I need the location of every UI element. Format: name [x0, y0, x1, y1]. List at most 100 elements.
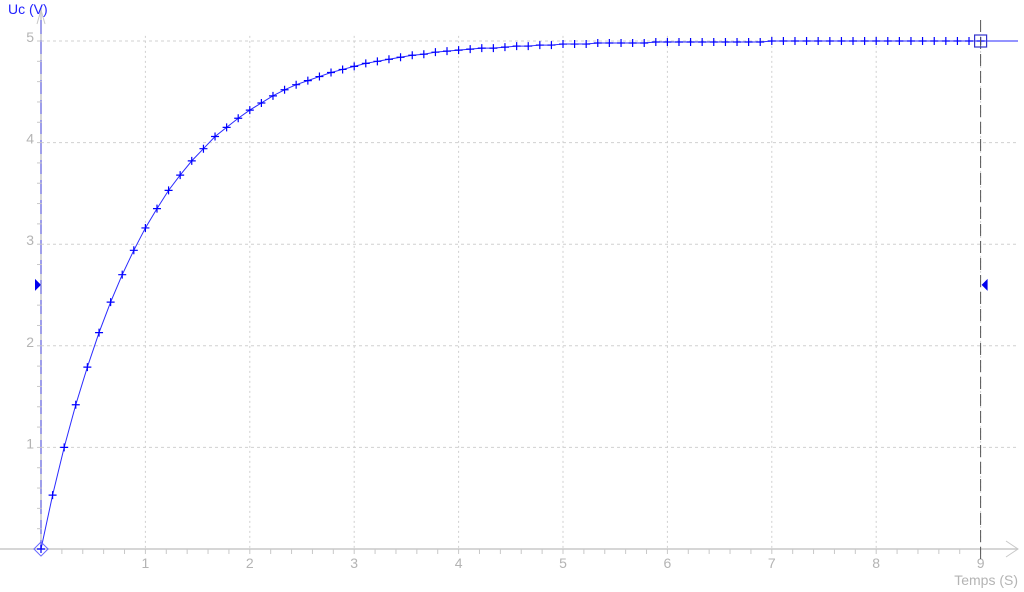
tick-labels: 1 2 3 4 5 6 7 8 9 1 2 3 4 5	[26, 29, 984, 571]
data-point	[663, 38, 672, 47]
data-point	[895, 37, 904, 45]
data-point	[327, 68, 336, 77]
data-point	[37, 545, 45, 553]
data-point	[767, 37, 776, 45]
data-point	[315, 72, 324, 81]
data-point	[779, 37, 788, 45]
data-point	[118, 270, 127, 279]
data-point	[837, 37, 846, 45]
series-line	[40, 40, 1018, 550]
x-axis-arrow-icon	[1005, 540, 1019, 558]
data-point	[419, 50, 428, 59]
data-point	[199, 144, 208, 153]
data-point	[280, 85, 289, 94]
left-level-marker-icon[interactable]	[35, 278, 41, 291]
data-point	[582, 40, 591, 49]
data-point	[83, 363, 92, 372]
data-point	[605, 39, 614, 48]
data-point	[849, 37, 858, 45]
data-point	[686, 38, 695, 47]
data-point	[512, 42, 521, 51]
data-point	[257, 98, 266, 107]
data-point	[906, 37, 915, 45]
data-point	[466, 45, 475, 54]
y-axis-label: Uc (V)	[8, 1, 48, 17]
data-point	[361, 59, 370, 68]
data-point	[535, 41, 544, 50]
data-point	[721, 38, 730, 47]
x-tick-label: 1	[142, 555, 150, 571]
y-tick-label: 1	[26, 435, 34, 451]
y-tick-label: 4	[26, 131, 34, 147]
data-point	[164, 186, 173, 195]
data-point	[698, 38, 707, 47]
data-point	[187, 156, 196, 165]
data-point	[651, 38, 660, 47]
cursor-square-icon[interactable]	[973, 34, 988, 48]
x-tick-label: 3	[350, 555, 358, 571]
data-point	[883, 37, 892, 45]
y-tick-label: 3	[26, 232, 34, 248]
data-point	[825, 37, 834, 45]
data-point	[152, 204, 161, 213]
data-point	[245, 106, 254, 115]
data-point	[396, 53, 405, 62]
x-tick-label: 7	[768, 555, 776, 571]
x-tick-label: 9	[977, 555, 985, 571]
data-point	[628, 39, 637, 48]
data-point	[106, 298, 115, 307]
series	[33, 37, 1018, 557]
data-point	[234, 114, 243, 123]
data-point	[431, 48, 440, 57]
data-point	[790, 37, 799, 45]
x-tick-label: 5	[559, 555, 567, 571]
cursors	[35, 20, 988, 561]
data-point	[268, 91, 277, 100]
data-point	[292, 80, 301, 89]
data-point	[338, 65, 347, 74]
data-point	[918, 37, 927, 45]
x-tick-label: 8	[872, 555, 880, 571]
data-point	[384, 55, 393, 64]
origin-marker-icon	[33, 541, 49, 557]
data-point	[489, 44, 498, 53]
data-point	[965, 37, 974, 45]
data-point	[744, 38, 753, 47]
data-point	[176, 171, 185, 180]
data-point	[709, 38, 718, 47]
data-point	[930, 37, 939, 45]
y-tick-label: 2	[26, 334, 34, 350]
data-point	[593, 39, 602, 48]
data-point	[860, 37, 869, 45]
x-tick-label: 2	[246, 555, 254, 571]
data-point	[129, 246, 138, 255]
data-point	[733, 38, 742, 47]
data-point	[617, 39, 626, 48]
data-point	[674, 38, 683, 47]
data-point	[559, 40, 567, 49]
y-axis-arrow-icon	[36, 8, 46, 25]
data-point	[640, 39, 649, 48]
data-point	[211, 132, 220, 141]
data-point	[95, 328, 104, 337]
data-point	[814, 37, 823, 45]
data-point	[953, 37, 962, 45]
data-point	[756, 38, 765, 47]
data-point	[802, 37, 811, 45]
data-point	[141, 223, 150, 232]
data-point	[872, 37, 881, 45]
axes	[0, 8, 1019, 558]
right-level-marker-icon[interactable]	[981, 278, 988, 291]
data-point	[350, 62, 359, 71]
x-tick-label: 6	[664, 555, 672, 571]
data-point	[477, 44, 486, 53]
grid	[41, 35, 1018, 549]
data-point	[408, 51, 417, 60]
data-point	[303, 76, 312, 85]
data-point	[454, 46, 463, 55]
data-point	[48, 491, 57, 500]
data-point	[71, 400, 80, 409]
data-point	[222, 123, 231, 132]
